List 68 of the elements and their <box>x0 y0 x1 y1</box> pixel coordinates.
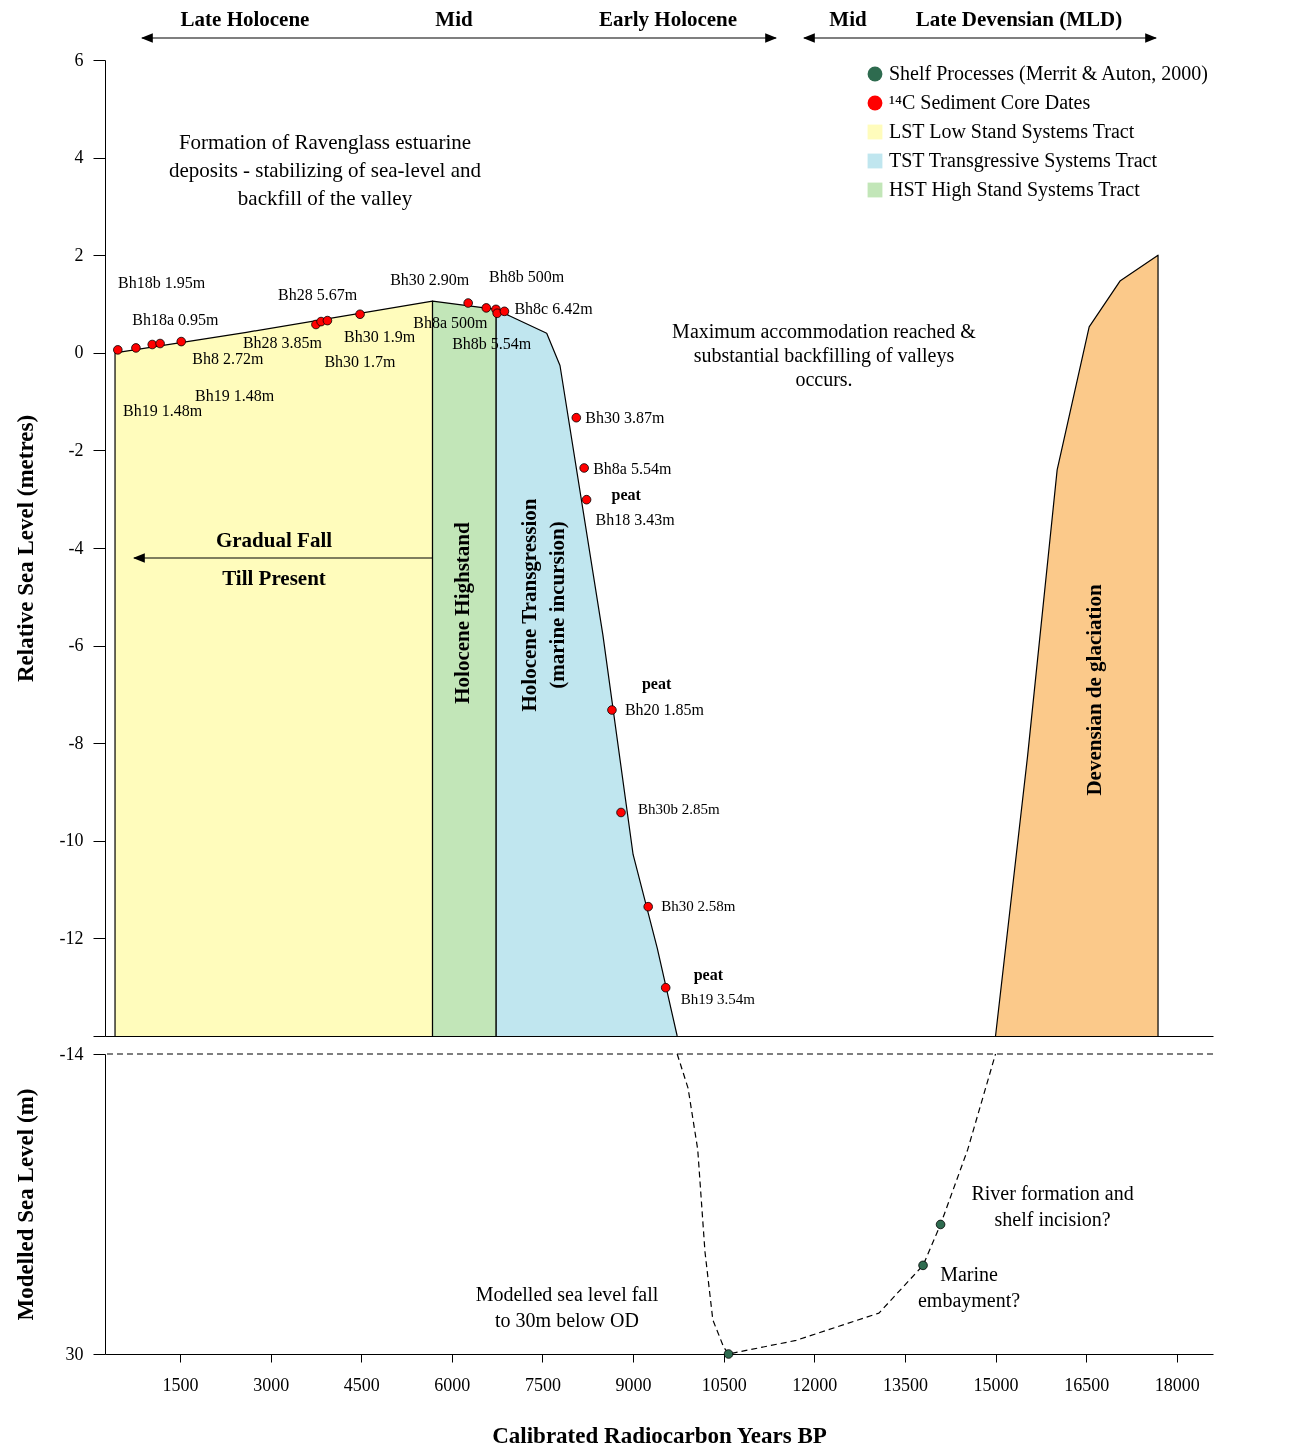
annotation: Bh8 2.72m <box>192 349 264 367</box>
annotation: Bh30 1.7m <box>324 352 397 370</box>
y-tick-label: -4 <box>68 537 84 558</box>
annotation: Bh30 2.58m <box>661 897 736 914</box>
annotation: Bh30 1.9m <box>344 328 416 346</box>
annotation: Bh19 1.48m <box>123 402 203 419</box>
annotation: Bh8a 5.54m <box>593 459 672 477</box>
annotation: Bh8b 500m <box>488 268 565 286</box>
legend-label: LST Low Stand Systems Tract <box>889 120 1135 143</box>
annotation: Marine embayment? <box>917 1263 1021 1313</box>
x-tick-label: 6000 <box>434 1374 471 1395</box>
x-tick-label: 4500 <box>343 1374 380 1395</box>
x-axis-title: Calibrated Radiocarbon Years BP <box>492 1422 827 1448</box>
legend-label: TST Transgressive Systems Tract <box>889 149 1158 172</box>
legend-label: Shelf Processes (Merrit & Auton, 2000) <box>889 62 1208 85</box>
text: Mid <box>829 7 867 31</box>
y-tick-label: 30 <box>65 1343 84 1364</box>
legend-label: ¹⁴C Sediment Core Dates <box>889 91 1091 113</box>
annotation: Bh20 1.85m <box>624 701 705 719</box>
annotation: Bh18b 1.95m <box>118 274 206 291</box>
y-tick-label: -8 <box>68 732 84 753</box>
text: Early Holocene <box>598 7 738 31</box>
annotation: peat <box>641 675 672 694</box>
y-tick-label: -14 <box>59 1043 84 1064</box>
x-tick-label: 18000 <box>1154 1374 1200 1395</box>
annotation: Bh8c 6.42m <box>514 300 594 318</box>
y-axis-title: Relative Sea Level (metres) <box>12 414 38 683</box>
annotation: Bh18a 0.95m <box>132 310 220 328</box>
y-tick-label: 2 <box>74 244 84 265</box>
annotation: Bh30b 2.85m <box>638 801 721 818</box>
annotation: River formation and shelf incision? <box>971 1182 1134 1231</box>
annotation: Bh30 2.90m <box>390 271 470 289</box>
annotation: Bh19 1.48m <box>195 387 275 404</box>
text: Late Devensian (MLD) <box>915 7 1123 31</box>
annotation: Formation of Ravenglass estuarine deposits - stabilizing of sea-level and backfill of the valley <box>169 130 482 210</box>
y-tick-label: 6 <box>74 49 84 70</box>
y-axis-title: Modelled Sea Level (m) <box>12 1088 38 1321</box>
x-tick-label: 1500 <box>162 1374 199 1395</box>
text: Late Holocene <box>180 7 310 31</box>
annotation: Holocene Highstand <box>450 521 474 704</box>
annotation: Bh28 5.67m <box>278 285 358 303</box>
x-tick-label: 12000 <box>792 1374 838 1395</box>
text: Mid <box>435 7 473 31</box>
x-tick-label: 10500 <box>701 1374 747 1395</box>
annotation: Bh28 3.85m <box>242 334 323 352</box>
y-tick-label: 4 <box>74 147 84 168</box>
x-tick-label: 9000 <box>615 1374 652 1395</box>
y-tick-label: 0 <box>74 342 84 363</box>
annotation: peat <box>611 485 642 504</box>
annotation: Holocene Transgression (marine incursion) <box>517 498 569 712</box>
annotation: Bh19 3.54m <box>680 990 756 1007</box>
x-tick-label: 7500 <box>524 1374 561 1395</box>
annotation: Bh18 3.43m <box>595 510 676 528</box>
x-tick-label: 16500 <box>1064 1374 1110 1395</box>
x-tick-label: 13500 <box>882 1374 928 1395</box>
annotation: Gradual Fall Till Present <box>215 528 333 590</box>
y-tick-label: -12 <box>59 927 84 948</box>
x-tick-label: 15000 <box>973 1374 1019 1395</box>
annotation: Modelled sea level fall to 30m below OD <box>475 1283 659 1331</box>
x-tick-label: 3000 <box>253 1374 290 1395</box>
annotation: peat <box>693 965 724 984</box>
y-tick-label: -6 <box>68 635 84 656</box>
annotation: Bh30 3.87m <box>585 408 665 426</box>
y-tick-label: -2 <box>68 439 84 460</box>
legend-label: HST High Stand Systems Tract <box>889 178 1141 201</box>
annotation: Devensian de glaciation <box>1082 584 1106 796</box>
annotation: Maximum accommodation reached & substantial backfilling of valleys occurs. <box>672 320 977 390</box>
y-tick-label: -10 <box>59 830 84 851</box>
